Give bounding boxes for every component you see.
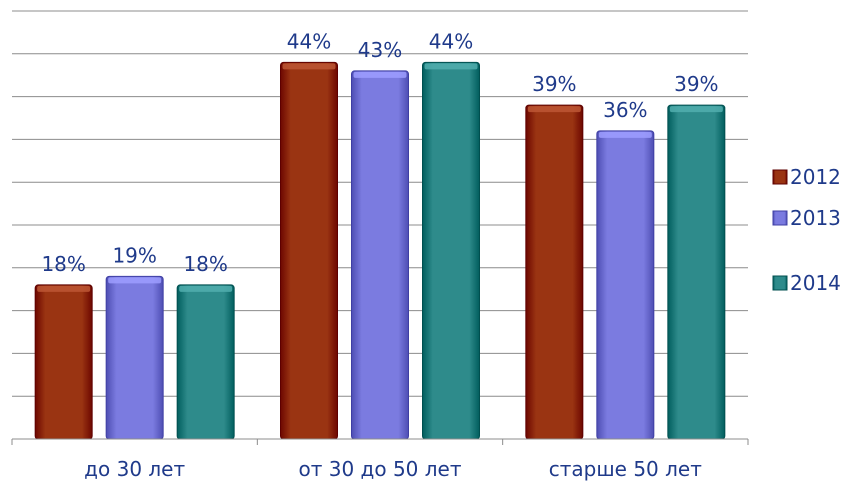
bar-highlight (179, 285, 233, 292)
data-label: 39% (532, 72, 576, 96)
bar-highlight (598, 131, 652, 138)
x-axis: до 30 лет от 30 до 50 лет старше 50 лет (11, 438, 749, 481)
category-label: до 30 лет (84, 457, 185, 481)
bar-2012 (34, 284, 93, 440)
bar-2013 (105, 275, 164, 440)
data-label: 19% (112, 243, 156, 267)
bars-group (34, 61, 726, 440)
bar-highlight (527, 106, 581, 113)
bar-highlight (669, 106, 723, 113)
value-labels-group: 18% 19% 18% 44% 43% 44% 39% 36% 39% (41, 29, 718, 276)
data-label: 43% (358, 38, 402, 62)
legend-swatch-2013 (772, 210, 788, 226)
data-label: 18% (41, 252, 85, 276)
legend-swatch-2014 (772, 275, 788, 291)
legend-swatch-2012 (772, 169, 788, 185)
category-label: от 30 до 50 лет (298, 457, 461, 481)
bar-2014 (422, 61, 480, 440)
bar-2013 (351, 70, 409, 440)
legend-label: 2012 (790, 165, 841, 189)
bar-2013 (596, 130, 655, 440)
bar-highlight (353, 71, 407, 78)
data-label: 18% (183, 252, 227, 276)
data-label: 44% (429, 29, 473, 53)
data-label: 44% (287, 29, 331, 53)
bar-2014 (176, 284, 235, 440)
category-label: старше 50 лет (549, 457, 702, 481)
data-label: 36% (603, 98, 647, 122)
legend: 2012 2013 2014 (772, 165, 841, 295)
bar-2012 (525, 104, 584, 440)
bar-highlight (424, 63, 478, 70)
bar-highlight (37, 285, 91, 292)
bar-2014 (667, 104, 726, 440)
legend-label: 2013 (790, 206, 841, 230)
bar-highlight (282, 63, 336, 70)
bar-highlight (108, 277, 162, 284)
data-label: 39% (674, 72, 718, 96)
legend-label: 2014 (790, 271, 841, 295)
bar-2012 (280, 61, 338, 440)
